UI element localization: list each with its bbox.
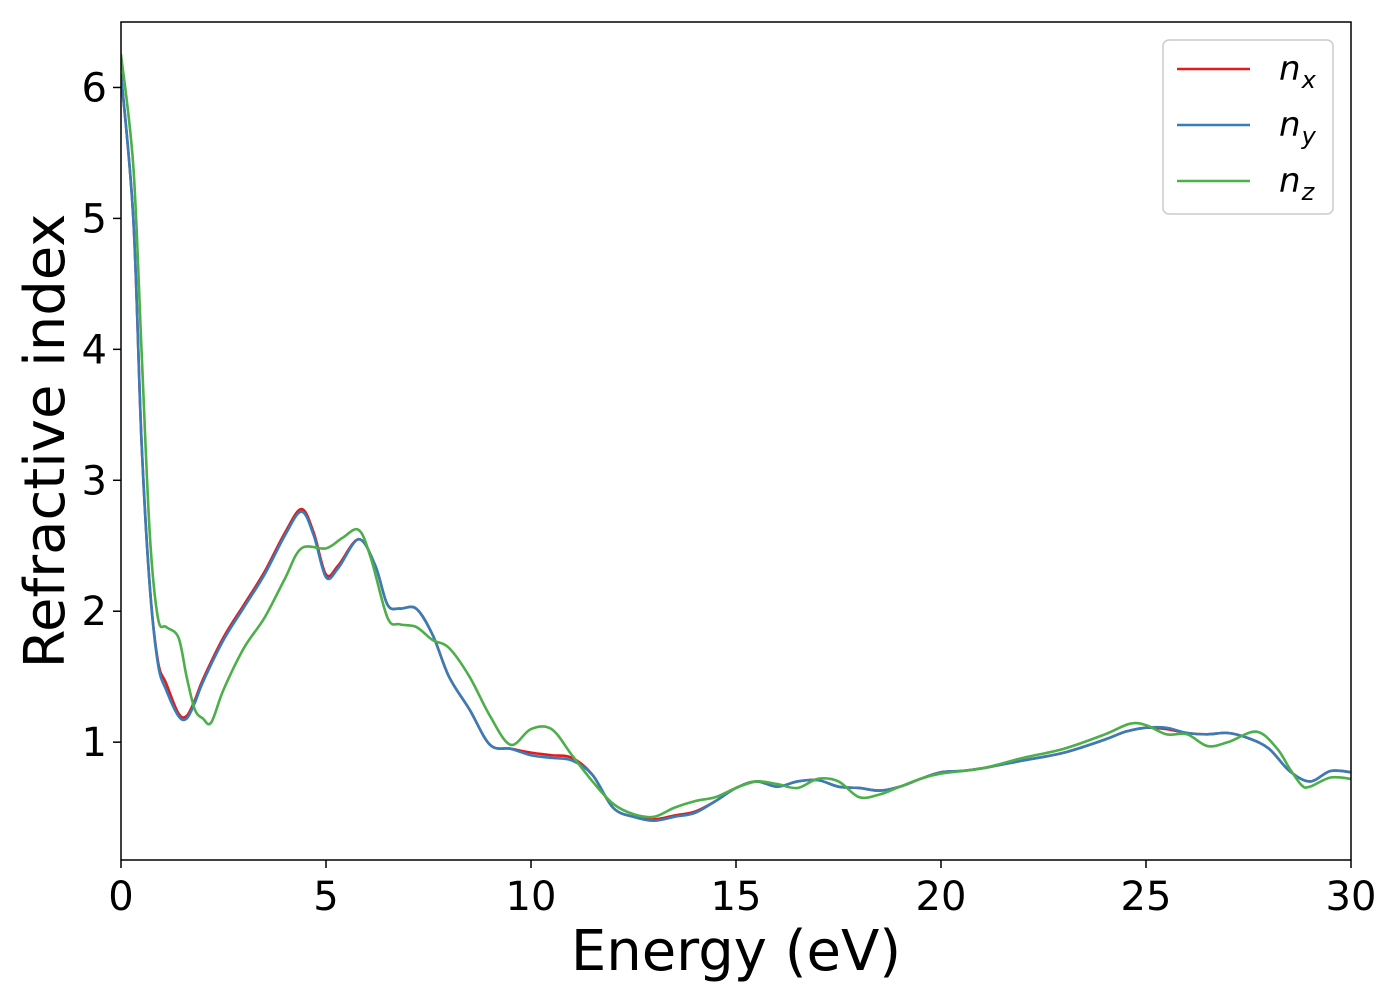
x-tick-label: 20: [916, 874, 967, 920]
x-tick-label: 0: [108, 874, 133, 920]
y-tick-label: 3: [82, 458, 107, 504]
y-tick-label: 1: [82, 720, 107, 766]
x-tick-label: 15: [711, 874, 762, 920]
y-tick-label: 4: [82, 327, 107, 373]
series-line-z: [121, 53, 1351, 819]
y-axis-label: Refractive index: [13, 214, 78, 669]
y-tick-label: 6: [82, 65, 107, 111]
x-tick-label: 5: [313, 874, 338, 920]
x-axis-label: Energy (eV): [571, 919, 901, 984]
x-tick-label: 30: [1326, 874, 1377, 920]
series-layer: [121, 53, 1351, 823]
x-tick-label: 25: [1121, 874, 1172, 920]
legend-frame: [1162, 39, 1334, 215]
x-tick-label: 10: [506, 874, 557, 920]
y-tick-label: 2: [82, 589, 107, 635]
x-axis-ticks: 0 5 10 15 20 25 30: [108, 860, 1376, 920]
y-axis-ticks: 1 2 3 4 5 6: [82, 65, 121, 766]
y-tick-label: 5: [82, 196, 107, 242]
